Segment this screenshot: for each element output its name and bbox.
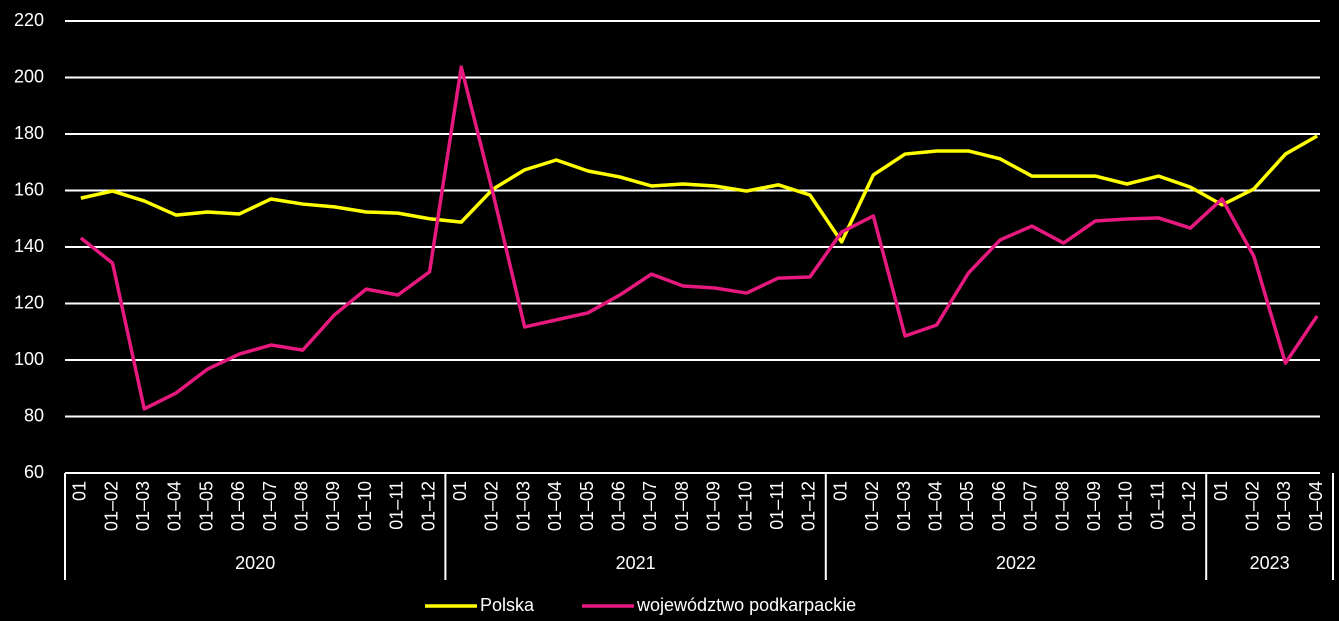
x-tick-label: 01–04 (165, 481, 185, 531)
x-tick-label: 01–09 (1084, 481, 1104, 531)
x-tick-label: 01–02 (1243, 481, 1263, 531)
x-tick-label: 01–12 (799, 481, 819, 531)
x-tick-label: 01–12 (418, 481, 438, 531)
x-tick-label: 01–11 (767, 481, 787, 530)
x-tick-label: 01–03 (894, 481, 914, 531)
x-tick-label: 01–09 (323, 481, 343, 531)
x-tick-label: 01–04 (545, 481, 565, 531)
group-label: 2022 (996, 553, 1036, 573)
x-tick-label: 01–10 (735, 481, 755, 531)
x-tick-label: 01–11 (1147, 481, 1167, 530)
x-tick-label: 01–08 (672, 481, 692, 531)
x-tick-label: 01–03 (1274, 481, 1294, 531)
x-tick-label: 01–05 (577, 481, 597, 531)
legend-label: Polska (480, 595, 535, 615)
series-line (79, 65, 1319, 411)
x-tick-label: 01–02 (482, 481, 502, 531)
y-tick-label: 160 (14, 179, 44, 199)
x-tick-label: 01 (1211, 481, 1231, 501)
y-tick-label: 200 (14, 66, 44, 86)
y-tick-label: 60 (24, 462, 44, 482)
x-tick-label: 01–06 (609, 481, 629, 531)
y-tick-label: 180 (14, 123, 44, 143)
x-tick-label: 01–10 (355, 481, 375, 531)
group-label: 2023 (1250, 553, 1290, 573)
x-tick-label: 01–08 (1052, 481, 1072, 531)
y-tick-label: 140 (14, 236, 44, 256)
legend-label: województwo podkarpackie (636, 595, 856, 615)
y-tick-label: 220 (14, 10, 44, 30)
x-tick-label: 01–05 (196, 481, 216, 531)
x-tick-label: 01–04 (1306, 481, 1326, 531)
x-tick-label: 01 (70, 481, 90, 501)
x-tick-label: 01–07 (1021, 481, 1041, 531)
y-tick-label: 120 (14, 292, 44, 312)
x-tick-label: 01–05 (957, 481, 977, 531)
x-tick-label: 01–03 (513, 481, 533, 531)
x-tick-label: 01–02 (101, 481, 121, 531)
x-tick-label: 01 (830, 481, 850, 501)
x-tick-label: 01–04 (926, 481, 946, 531)
group-label: 2020 (235, 553, 275, 573)
x-tick-label: 01 (450, 481, 470, 501)
x-tick-label: 01–06 (989, 481, 1009, 531)
x-tick-label: 01–03 (133, 481, 153, 531)
x-tick-label: 01–10 (1116, 481, 1136, 531)
x-tick-label: 01–09 (704, 481, 724, 531)
x-tick-label: 01–02 (862, 481, 882, 531)
series-line (80, 134, 1319, 244)
y-tick-label: 80 (24, 405, 44, 425)
y-tick-label: 100 (14, 349, 44, 369)
x-tick-label: 01–06 (228, 481, 248, 531)
x-tick-label: 01–08 (292, 481, 312, 531)
x-tick-label: 01–07 (260, 481, 280, 531)
group-label: 2021 (616, 553, 656, 573)
x-tick-label: 01–11 (387, 481, 407, 530)
x-tick-label: 01–12 (1179, 481, 1199, 531)
x-tick-label: 01–07 (640, 481, 660, 531)
